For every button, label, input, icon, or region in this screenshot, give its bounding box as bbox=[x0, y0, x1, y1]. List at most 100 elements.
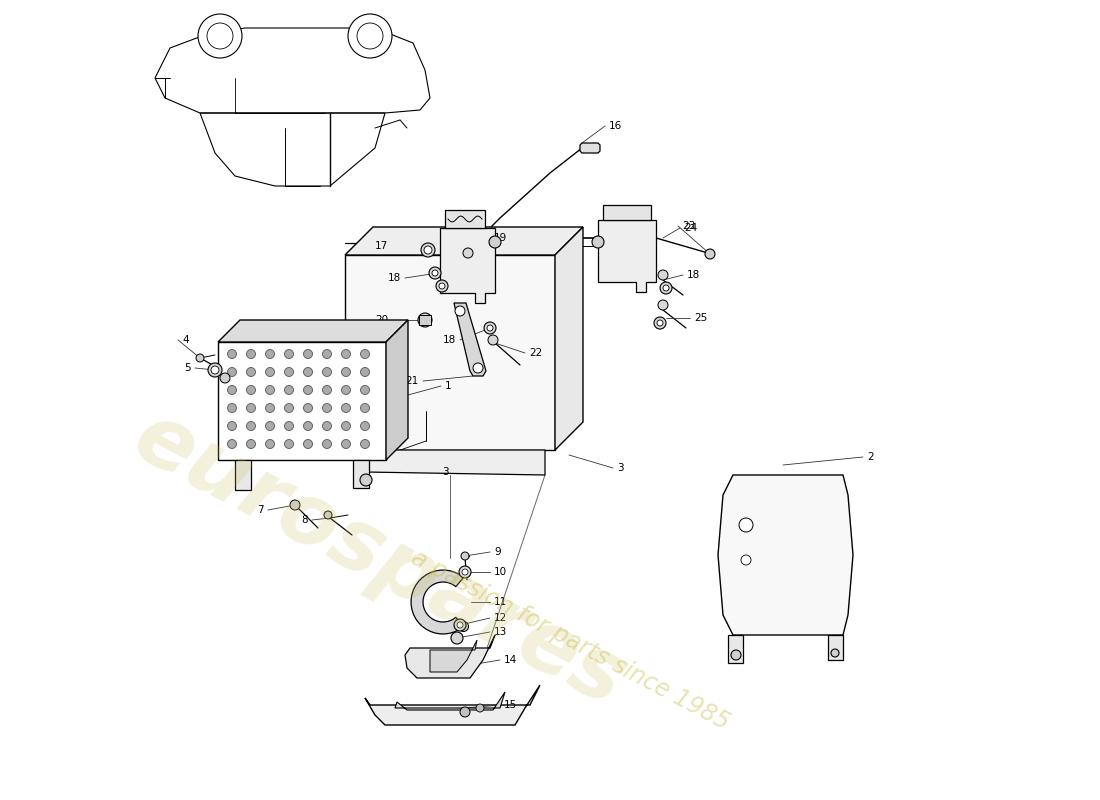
Circle shape bbox=[322, 350, 331, 358]
Polygon shape bbox=[345, 227, 583, 255]
Text: 20: 20 bbox=[375, 315, 388, 325]
Text: 25: 25 bbox=[694, 313, 707, 323]
Text: 18: 18 bbox=[442, 335, 456, 345]
Polygon shape bbox=[386, 320, 408, 460]
Circle shape bbox=[705, 249, 715, 259]
Circle shape bbox=[322, 403, 331, 413]
Text: 10: 10 bbox=[494, 567, 507, 577]
Polygon shape bbox=[411, 570, 463, 634]
Text: 6: 6 bbox=[242, 369, 249, 379]
Polygon shape bbox=[718, 475, 852, 635]
Polygon shape bbox=[556, 227, 583, 450]
Circle shape bbox=[454, 619, 466, 631]
Circle shape bbox=[304, 422, 312, 430]
Circle shape bbox=[228, 350, 236, 358]
Circle shape bbox=[361, 422, 370, 430]
Polygon shape bbox=[353, 460, 369, 488]
Text: 18: 18 bbox=[387, 273, 402, 283]
Polygon shape bbox=[419, 315, 431, 325]
Circle shape bbox=[246, 350, 255, 358]
Circle shape bbox=[285, 350, 294, 358]
Text: 12: 12 bbox=[494, 613, 507, 623]
Circle shape bbox=[341, 350, 351, 358]
Circle shape bbox=[657, 320, 663, 326]
Circle shape bbox=[228, 439, 236, 449]
Polygon shape bbox=[235, 460, 251, 490]
Circle shape bbox=[304, 350, 312, 358]
Polygon shape bbox=[454, 303, 486, 376]
Circle shape bbox=[322, 367, 331, 377]
Circle shape bbox=[488, 335, 498, 345]
Circle shape bbox=[322, 386, 331, 394]
Text: 4: 4 bbox=[182, 335, 188, 345]
Text: 17: 17 bbox=[375, 241, 388, 251]
Polygon shape bbox=[440, 228, 495, 303]
Circle shape bbox=[456, 622, 463, 628]
Circle shape bbox=[660, 282, 672, 294]
Circle shape bbox=[460, 707, 470, 717]
Text: 3: 3 bbox=[617, 463, 624, 473]
Polygon shape bbox=[430, 640, 477, 672]
Polygon shape bbox=[446, 210, 485, 228]
Circle shape bbox=[322, 439, 331, 449]
Circle shape bbox=[658, 270, 668, 280]
Circle shape bbox=[246, 422, 255, 430]
Circle shape bbox=[246, 439, 255, 449]
Circle shape bbox=[439, 283, 446, 289]
Polygon shape bbox=[405, 635, 495, 678]
Text: 13: 13 bbox=[494, 627, 507, 637]
Circle shape bbox=[207, 23, 233, 49]
Polygon shape bbox=[728, 635, 743, 663]
Circle shape bbox=[211, 366, 219, 374]
Circle shape bbox=[285, 403, 294, 413]
Circle shape bbox=[265, 422, 275, 430]
Text: 7: 7 bbox=[257, 505, 264, 515]
Circle shape bbox=[304, 403, 312, 413]
Circle shape bbox=[830, 649, 839, 657]
Circle shape bbox=[436, 280, 448, 292]
Polygon shape bbox=[345, 255, 556, 450]
Circle shape bbox=[421, 243, 434, 257]
Text: 5: 5 bbox=[185, 363, 191, 373]
Circle shape bbox=[484, 322, 496, 334]
Circle shape bbox=[361, 403, 370, 413]
Circle shape bbox=[304, 367, 312, 377]
Circle shape bbox=[361, 350, 370, 358]
Circle shape bbox=[361, 367, 370, 377]
Polygon shape bbox=[218, 342, 386, 460]
Text: 15: 15 bbox=[504, 700, 517, 710]
Circle shape bbox=[246, 403, 255, 413]
Circle shape bbox=[265, 367, 275, 377]
Circle shape bbox=[228, 403, 236, 413]
Text: 16: 16 bbox=[609, 121, 623, 131]
Circle shape bbox=[208, 363, 222, 377]
Circle shape bbox=[265, 439, 275, 449]
Circle shape bbox=[322, 422, 331, 430]
Text: 21: 21 bbox=[406, 376, 419, 386]
Circle shape bbox=[459, 622, 469, 631]
Circle shape bbox=[341, 422, 351, 430]
Circle shape bbox=[265, 403, 275, 413]
Polygon shape bbox=[598, 220, 656, 292]
Circle shape bbox=[324, 511, 332, 519]
Circle shape bbox=[290, 500, 300, 510]
Text: a passion for parts since 1985: a passion for parts since 1985 bbox=[407, 546, 734, 734]
Circle shape bbox=[418, 313, 432, 327]
Circle shape bbox=[487, 325, 493, 331]
Circle shape bbox=[360, 474, 372, 486]
Text: 3: 3 bbox=[442, 467, 449, 477]
Circle shape bbox=[429, 267, 441, 279]
Circle shape bbox=[451, 632, 463, 644]
Polygon shape bbox=[365, 450, 544, 475]
Polygon shape bbox=[580, 143, 600, 153]
Text: 23: 23 bbox=[682, 221, 695, 231]
Circle shape bbox=[285, 386, 294, 394]
Circle shape bbox=[463, 248, 473, 258]
Circle shape bbox=[476, 704, 484, 712]
Polygon shape bbox=[365, 685, 540, 725]
Circle shape bbox=[461, 552, 469, 560]
Circle shape bbox=[341, 367, 351, 377]
Circle shape bbox=[304, 439, 312, 449]
Circle shape bbox=[658, 300, 668, 310]
Text: eurospares: eurospares bbox=[120, 395, 640, 725]
